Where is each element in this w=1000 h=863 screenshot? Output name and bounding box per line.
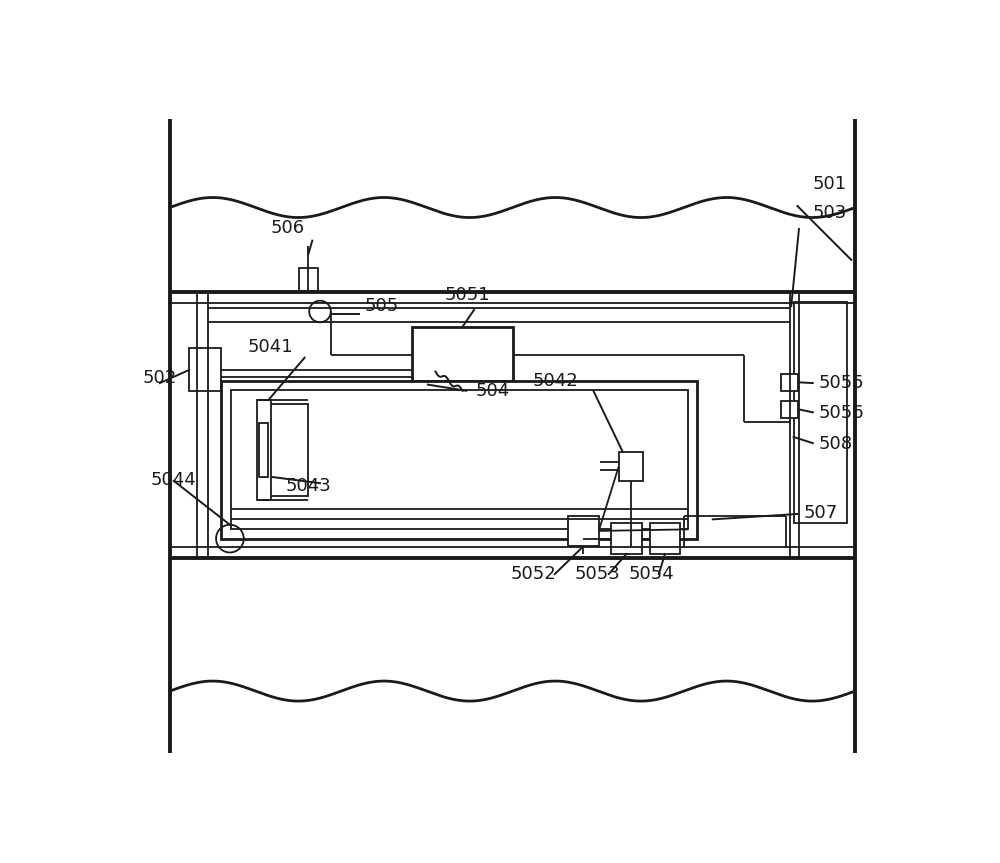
Text: 5055: 5055 [819,375,865,393]
Text: 5052: 5052 [510,565,556,583]
Bar [221,381,697,539]
Bar [231,390,688,529]
Bar [189,349,221,391]
Text: 5053: 5053 [574,565,620,583]
Bar [781,374,798,391]
Bar [257,400,271,501]
Bar [611,523,642,554]
Text: 506: 506 [270,219,305,237]
Text: 5043: 5043 [286,477,331,494]
Text: 5044: 5044 [151,470,196,488]
Bar [568,515,599,546]
Text: 508: 508 [819,434,853,452]
Bar [781,400,798,418]
Text: 5056: 5056 [819,404,865,422]
Bar [794,302,847,523]
Bar [412,327,512,381]
Bar [650,523,680,554]
Text: 5054: 5054 [628,565,674,583]
Text: 5041: 5041 [247,338,293,356]
Text: 505: 505 [365,298,399,316]
Text: 5051: 5051 [445,286,491,304]
Bar [259,423,268,477]
Text: 502: 502 [143,369,177,387]
Bar [619,451,643,481]
Text: 5042: 5042 [532,372,578,390]
Bar [299,268,318,291]
Text: 503: 503 [813,204,847,222]
Text: 504: 504 [476,382,510,400]
Text: 501: 501 [813,175,847,193]
Text: 507: 507 [804,504,838,522]
Bar [265,404,308,496]
